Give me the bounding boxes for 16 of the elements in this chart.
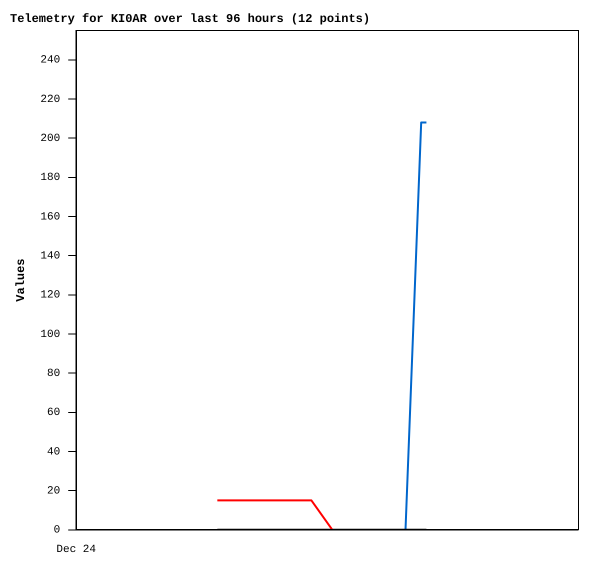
y-tick-label: 80 bbox=[47, 368, 60, 380]
text: Dec 24 bbox=[56, 544, 96, 556]
y-tick-label: 0 bbox=[54, 524, 60, 537]
y-tick-label: 200 bbox=[40, 133, 60, 146]
chart-title: Telemetry for KI0AR over last 96 hours (12 points) bbox=[10, 12, 370, 26]
y-tick-label: 60 bbox=[47, 407, 60, 420]
y-tick-label: 40 bbox=[47, 446, 60, 458]
y-tick-label: 120 bbox=[40, 290, 60, 302]
y-tick-label: 100 bbox=[40, 328, 60, 341]
y-axis-title: Values bbox=[14, 258, 28, 302]
y-tick-label: 160 bbox=[40, 211, 60, 224]
y-tick-label: 240 bbox=[40, 54, 60, 67]
y-tick-label: 180 bbox=[40, 172, 60, 184]
y-tick-label: 140 bbox=[40, 250, 60, 263]
y-tick-label: 20 bbox=[47, 486, 60, 498]
y-tick-label: 220 bbox=[40, 94, 60, 106]
